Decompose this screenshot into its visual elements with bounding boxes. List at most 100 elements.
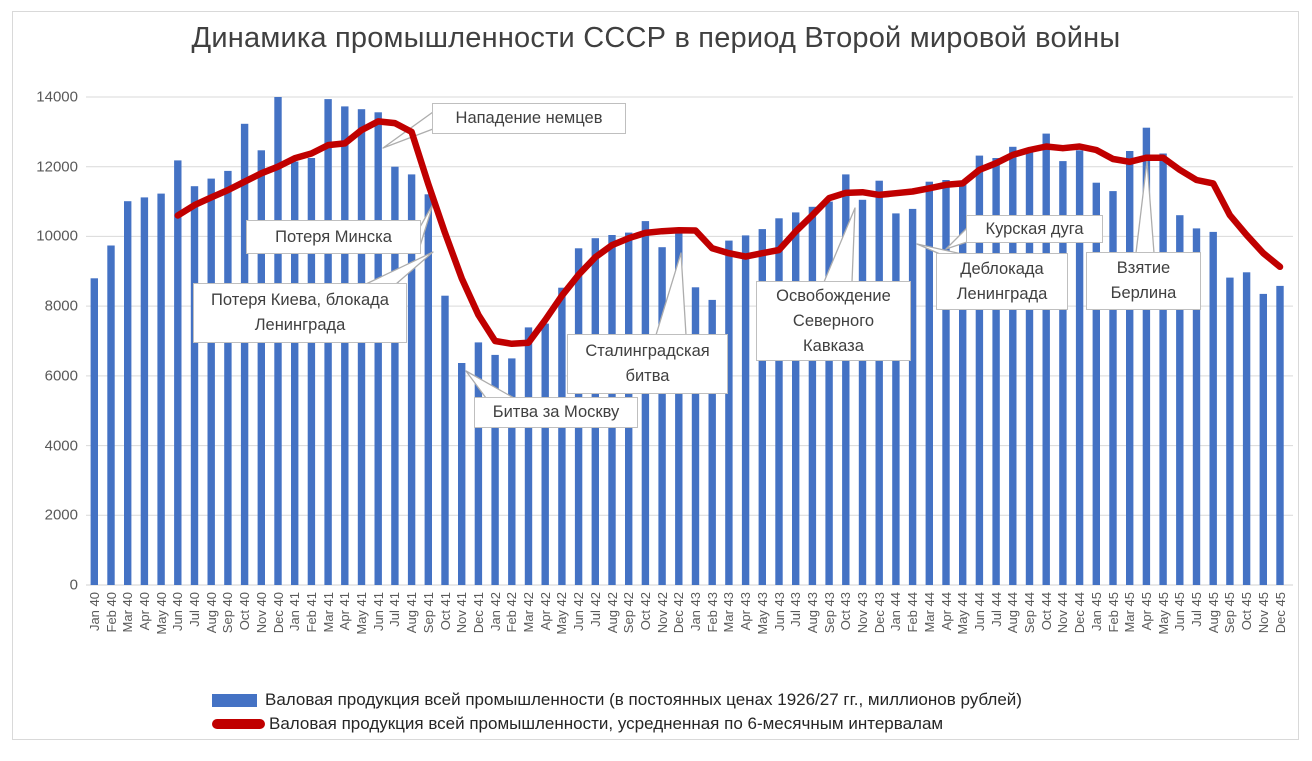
x-tick-label-oct-42: Oct 42 [637, 592, 653, 631]
x-tick-label-may-45: May 45 [1155, 592, 1171, 635]
legend-bar-swatch-icon [212, 693, 257, 707]
x-tick-label-oct-40: Oct 40 [237, 592, 253, 631]
bar-oct-45 [1242, 272, 1251, 585]
legend-item-bars: Валовая продукция всей промышленности (в… [212, 690, 1022, 710]
x-tick-label-apr-45: Apr 45 [1138, 592, 1154, 631]
x-tick-label-may-41: May 41 [354, 592, 369, 635]
bar-oct-41 [441, 295, 449, 585]
bar-mar-42 [524, 327, 533, 585]
x-tick-label-oct-41: Oct 41 [437, 592, 453, 631]
x-tick-label-sep-42: Sep 42 [621, 592, 637, 634]
annotation-kurskaya-duga: Курская дуга [966, 215, 1103, 243]
bar-jul-44 [992, 158, 1000, 585]
annotation-poterya-minska: Потеря Минска [246, 220, 421, 254]
bar-oct-40 [240, 123, 249, 586]
bar-nov-44 [1059, 161, 1067, 585]
legend-line-swatch-icon [212, 719, 265, 729]
bar-may-43 [758, 229, 766, 585]
x-tick-label-jan-42: Jan 42 [487, 592, 503, 632]
bar-sep-43 [825, 201, 833, 585]
x-tick-label-dec-45: Dec 45 [1272, 592, 1288, 634]
bar-sep-44 [1025, 148, 1034, 585]
bar-sep-40 [224, 170, 232, 585]
x-tick-label-apr-43: Apr 43 [738, 592, 754, 631]
x-tick-label-dec-44: Dec 44 [1072, 592, 1088, 634]
bar-nov-45 [1259, 293, 1267, 585]
annotation-bitva-za-moskvu: Битва за Москву [474, 397, 638, 428]
annotation-poterya-kieva-blokada-leningrada: Потеря Киева, блокада Ленинграда [193, 283, 407, 343]
x-tick-label-jan-45: Jan 45 [1088, 592, 1104, 632]
x-tick-label-mar-45: Mar 45 [1122, 592, 1138, 633]
bar-dec-44 [1075, 150, 1084, 586]
bar-may-42 [558, 287, 566, 585]
bar-jan-40 [90, 278, 98, 585]
bar-dec-42 [675, 228, 683, 585]
x-tick-label-feb-40: Feb 40 [103, 592, 119, 633]
x-tick-label-nov-45: Nov 45 [1255, 592, 1271, 634]
bar-aug-40 [207, 178, 215, 585]
bar-feb-41 [307, 158, 316, 585]
bar-apr-45 [1142, 127, 1151, 585]
x-tick-label-feb-42: Feb 42 [504, 592, 520, 633]
annotation-whisker-vzyatie-berlina [1135, 160, 1155, 254]
x-tick-label-oct-44: Oct 44 [1038, 592, 1054, 631]
x-tick-label-sep-44: Sep 44 [1022, 592, 1037, 634]
x-tick-label-sep-45: Sep 45 [1222, 592, 1238, 634]
x-tick-label-feb-41: Feb 41 [303, 592, 319, 633]
bar-jul-45 [1192, 228, 1201, 585]
bar-aug-43 [808, 206, 817, 586]
y-tick-label-8000: 8000 [44, 297, 78, 315]
bar-nov-43 [858, 199, 867, 586]
x-tick-label-jul-45: Jul 45 [1189, 592, 1204, 627]
x-tick-label-nov-44: Nov 44 [1055, 592, 1071, 634]
bar-oct-42 [641, 221, 650, 585]
x-tick-label-apr-44: Apr 44 [938, 592, 954, 631]
y-tick-label-12000: 12000 [36, 158, 78, 176]
bar-sep-45 [1226, 277, 1234, 585]
x-tick-label-aug-41: Aug 41 [404, 592, 420, 634]
x-tick-label-jan-43: Jan 43 [688, 592, 703, 632]
bar-nov-41 [458, 363, 466, 585]
x-tick-label-mar-41: Mar 41 [320, 592, 336, 633]
legend: Валовая продукция всей промышленности (в… [212, 690, 1022, 738]
y-tick-label-6000: 6000 [44, 367, 78, 385]
x-tick-label-jul-44: Jul 44 [988, 592, 1004, 627]
bar-dec-45 [1276, 285, 1284, 585]
x-tick-label-jul-43: Jul 43 [788, 592, 804, 627]
bar-may-44 [959, 183, 967, 585]
bar-aug-44 [1009, 146, 1017, 586]
bar-may-41 [357, 109, 366, 585]
legend-line-label: Валовая продукция всей промышленности, у… [269, 714, 944, 733]
bar-feb-42 [508, 358, 516, 585]
x-tick-label-sep-43: Sep 43 [821, 592, 837, 634]
bar-jan-43 [691, 287, 700, 585]
x-tick-label-nov-43: Nov 43 [855, 592, 870, 634]
bar-may-45 [1159, 153, 1167, 585]
bar-feb-45 [1109, 191, 1117, 585]
average-line [174, 118, 1284, 348]
x-tick-label-mar-42: Mar 42 [521, 592, 536, 633]
x-tick-label-aug-44: Aug 44 [1005, 592, 1021, 634]
bar-jan-44 [892, 213, 900, 585]
annotation-deblokada-leningrada: Деблокада Ленинграда [936, 253, 1068, 310]
bar-sep-41 [424, 194, 432, 586]
bar-apr-40 [140, 197, 149, 585]
bar-mar-40 [124, 201, 132, 585]
x-tick-label-may-44: May 44 [955, 592, 971, 635]
y-tick-label-0: 0 [69, 576, 78, 594]
bar-jul-40 [190, 186, 199, 585]
x-tick-label-feb-45: Feb 45 [1105, 592, 1121, 633]
bar-jun-41 [374, 112, 382, 586]
x-tick-label-aug-40: Aug 40 [203, 592, 219, 634]
annotation-stalingradskaya-bitva: Сталинградская битва [567, 334, 728, 394]
y-tick-label-2000: 2000 [44, 506, 78, 524]
x-tick-label-jun-45: Jun 45 [1172, 592, 1188, 632]
x-tick-label-feb-44: Feb 44 [905, 592, 921, 633]
bar-jun-40 [174, 160, 182, 585]
average-line-series [174, 118, 1284, 348]
bar-nov-42 [658, 247, 666, 585]
x-tick-label-may-43: May 43 [754, 592, 770, 635]
x-tick-label-mar-43: Mar 43 [721, 592, 737, 633]
y-tick-label-10000: 10000 [36, 227, 78, 245]
x-tick-label-nov-41: Nov 41 [454, 592, 470, 634]
